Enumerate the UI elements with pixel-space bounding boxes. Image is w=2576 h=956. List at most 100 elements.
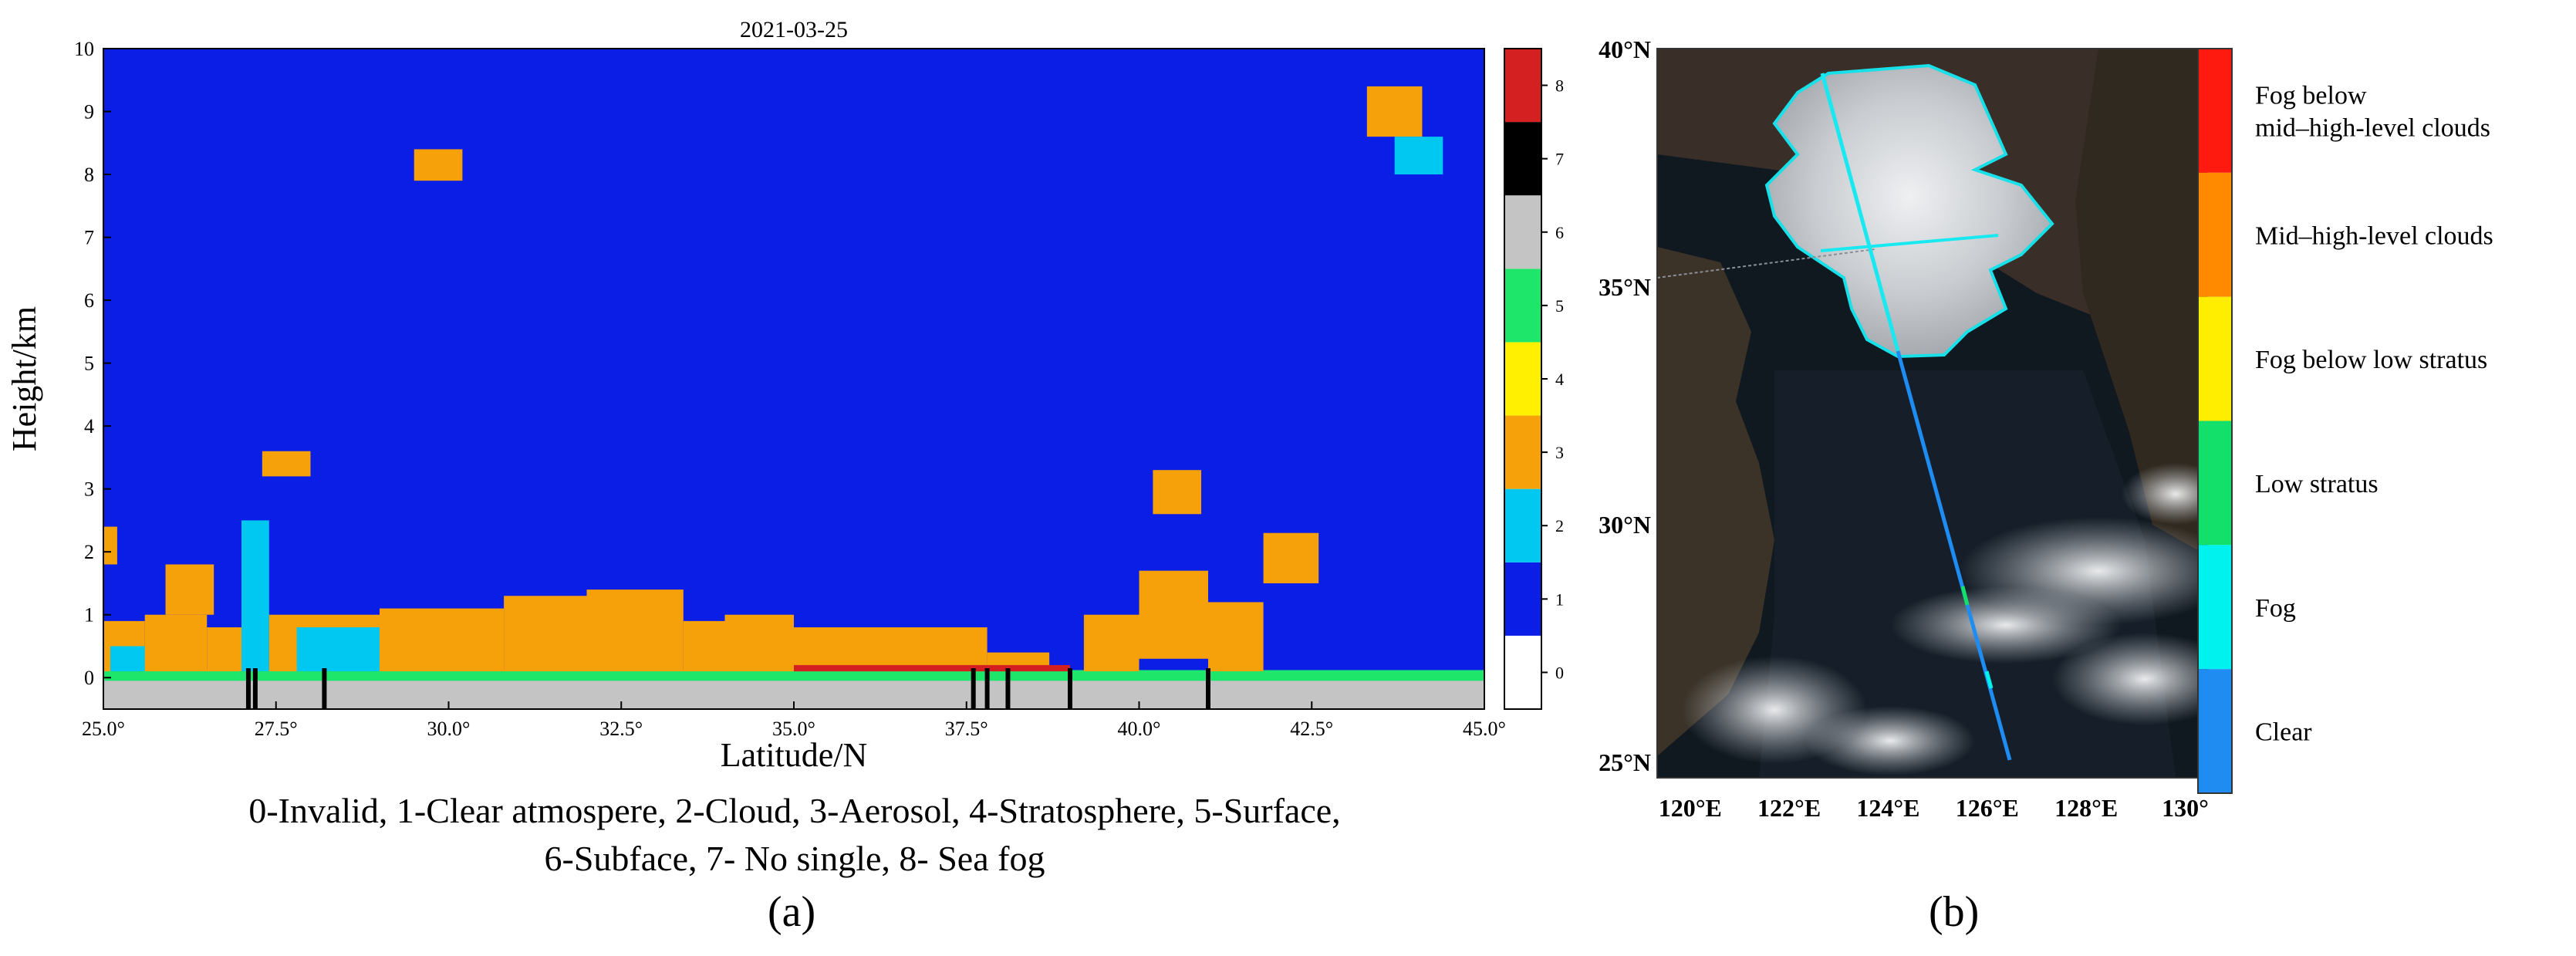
no-signal-column [322,668,327,709]
colorbar-tick-label: 0 [1555,663,1564,682]
x-axis-label: Latitude/N [721,736,868,774]
class-region [241,520,269,672]
y-tick-label: 10 [74,38,94,60]
class-region [103,526,117,565]
background-region [103,49,1484,709]
y-tick-label: 7 [84,227,94,249]
class-region [1263,532,1319,583]
legend-label: Clear [2255,718,2312,747]
colorbar-tick-label: 7 [1555,150,1564,169]
class-region [1394,137,1443,175]
colorbar-segment [1504,195,1541,269]
class-legend-line-1: 0-Invalid, 1-Clear atmospere, 2-Cloud, 3… [248,791,1341,830]
no-signal-column [1206,668,1210,709]
x-tick-label: 32.5° [599,718,643,740]
colorbar-segment [1504,49,1541,123]
no-signal-column [971,668,976,709]
class-region [262,451,311,477]
legend-label: Fog below [2255,81,2367,110]
no-signal-column [1068,668,1072,709]
class-region [683,620,725,672]
colorbar-segment [1504,562,1541,636]
y-tick-label: 4 [84,415,94,437]
legend-frame [2197,48,2233,794]
colorbar-segment [1504,415,1541,489]
legend-swatch [2198,669,2232,793]
track-fog-south [1984,671,1994,689]
class-region [380,608,505,672]
colorbar-tick-label: 2 [1555,516,1564,535]
track-clear [1896,350,2012,761]
chart-title: 2021-03-25 [740,17,848,42]
class-region [724,614,794,672]
colorbar-tick-label: 1 [1555,589,1564,609]
legend-swatch [2198,172,2232,297]
y-tick-label: 2 [84,541,94,563]
colorbar-segment [1504,635,1541,709]
x-tick-label: 40.0° [1118,718,1161,740]
latitude-tick-label: 40°N [1599,35,1651,63]
panel-b-map: 40°N 35°N 30°N 25°N 120°E 122°E 124°E 126°E 128… [1599,35,2493,822]
colorbar-a: 0 1 2 3 4 5 6 7 8 [1504,48,1564,710]
satellite-image [1657,49,2207,778]
x-tick-label: 27.5° [255,718,298,740]
x-tick-label: 42.5° [1290,718,1333,740]
plot-area [103,49,1484,709]
longitude-tick-label: 126°E [1956,794,2019,822]
colorbar-tick-label: 4 [1555,370,1564,389]
class-region [794,664,1070,672]
panel-label-b: (b) [1929,888,1980,936]
longitude-tick-label: 122°E [1757,794,1821,822]
y-tick-label: 8 [84,164,94,186]
y-tick-label: 9 [84,101,94,123]
class-region [165,564,214,615]
longitude-tick-label: 124°E [1856,794,1919,822]
legend-label: mid–high-level clouds [2255,113,2490,142]
class-region [1208,602,1264,672]
no-signal-column [252,668,258,709]
longitude-tick-label: 120°E [1659,794,1722,822]
class-region [1139,570,1208,659]
class-region [1366,86,1423,137]
panel-label-a: (a) [768,888,816,936]
class-region [144,614,208,672]
legend-label: Low stratus [2255,470,2378,498]
class-region [296,627,380,672]
legend-label: Fog [2255,594,2296,623]
x-tick-label: 45.0° [1463,718,1506,740]
class-region [504,596,587,672]
legend-swatch [2198,421,2232,546]
y-tick-label: 6 [84,289,94,312]
y-axis-label: Height/km [5,306,43,451]
y-axis: 0 1 2 3 4 5 6 7 8 9 10 [74,38,111,689]
x-tick-label: 37.5° [945,718,988,740]
legend-swatch [2198,49,2232,173]
colorbar-frame [1504,48,1542,710]
colorbar-segment [1504,269,1541,343]
panel-a-chart: 2021-03-25 25.0° 27.5° 30.0° 32.5° 35.0° 37.5… [5,17,1564,774]
track-fog [1820,73,1900,352]
class-region [794,627,988,672]
colorbar-segment [1504,342,1541,416]
class-region [586,589,684,672]
latitude-tick-label: 35°N [1599,273,1651,301]
no-signal-column [984,668,990,709]
colorbar-tick-label: 3 [1555,443,1564,462]
class-legend: 0-Invalid, 1-Clear atmospere, 2-Cloud, 3… [31,787,1558,883]
y-tick-label: 3 [84,478,94,501]
track-fog-cross [1820,234,1999,252]
latitude-tick-label: 30°N [1599,511,1651,539]
class-region [1153,470,1202,515]
class-region [1083,614,1139,672]
y-tick-label: 0 [84,667,94,689]
class-region [103,670,1484,681]
latitude-tick-label: 25°N [1599,748,1651,776]
no-signal-column [245,668,251,709]
legend-swatch [2198,296,2232,421]
x-axis: 25.0° 27.5° 30.0° 32.5° 35.0° 37.5° 40.0° 42.5°… [82,701,1506,740]
latitude-axis: 40°N 35°N 30°N 25°N [1599,35,1651,776]
longitude-tick-label: 130° [2162,794,2209,822]
legend-label: Fog below low stratus [2255,346,2487,374]
no-signal-column [1005,668,1011,709]
